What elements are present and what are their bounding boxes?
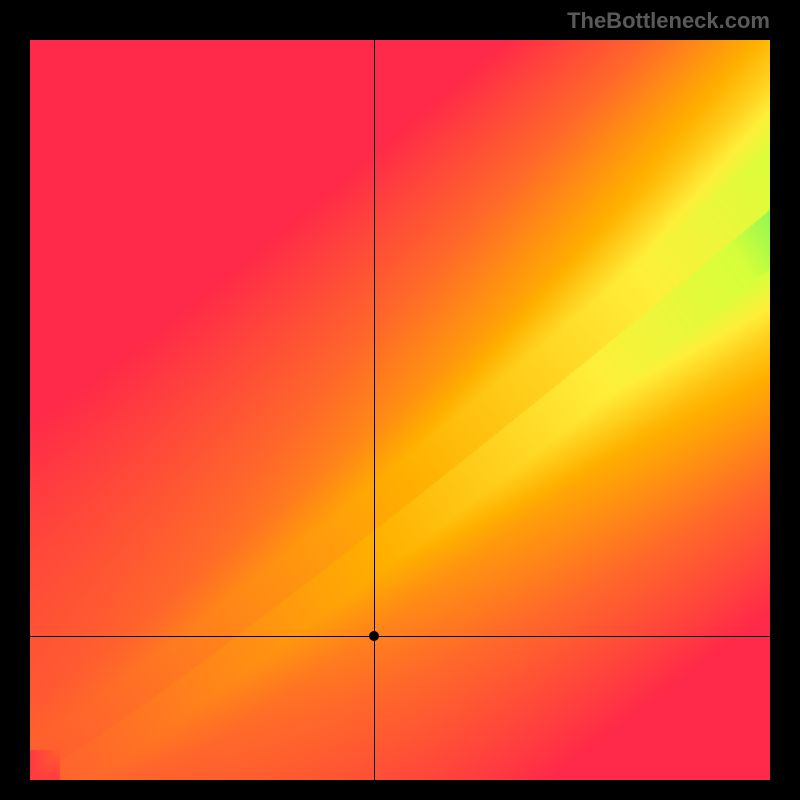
crosshair-horizontal (30, 636, 770, 637)
watermark-text: TheBottleneck.com (567, 8, 770, 34)
heatmap-plot (30, 40, 770, 780)
heatmap-canvas (30, 40, 770, 780)
crosshair-vertical (374, 40, 375, 780)
crosshair-marker-dot (369, 631, 379, 641)
